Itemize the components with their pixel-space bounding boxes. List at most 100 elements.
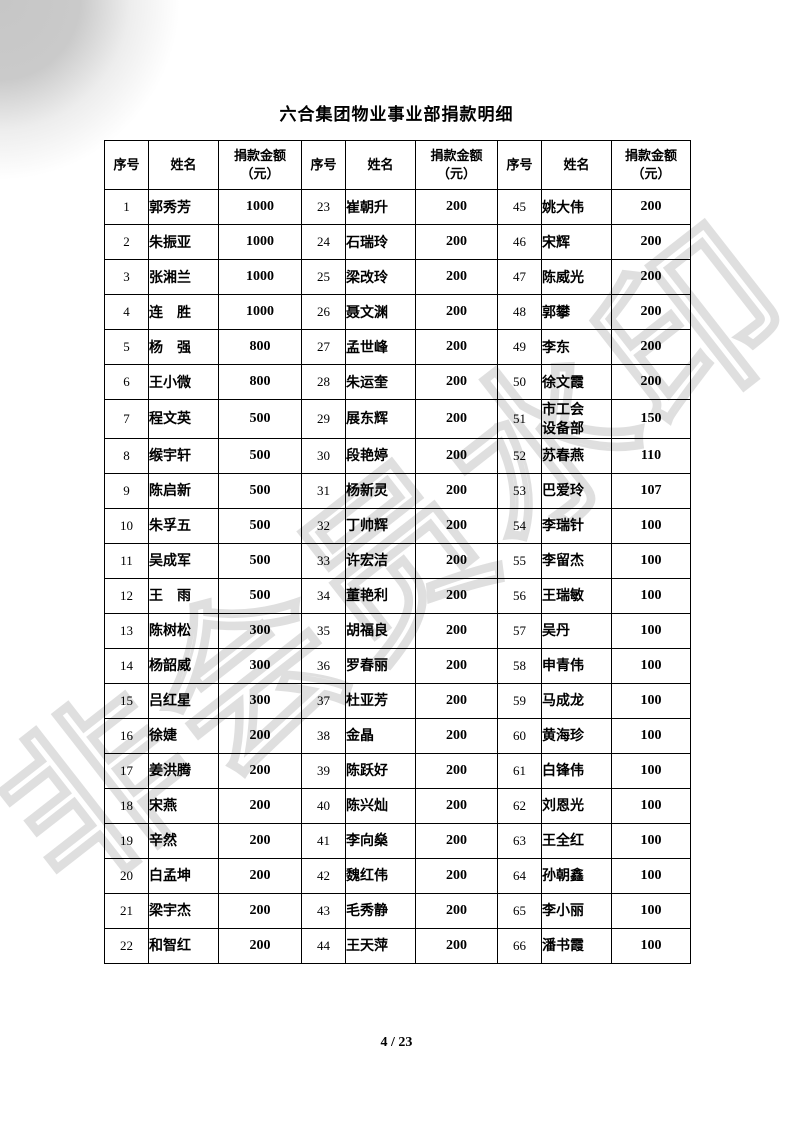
amount-cell: 200 — [415, 752, 498, 789]
seq-cell: 64 — [497, 857, 542, 894]
amount-cell: 800 — [218, 364, 302, 400]
amount-cell: 200 — [611, 329, 691, 365]
name-cell: 杨 强 — [148, 329, 219, 365]
table-row: 10 朱孚五 500 32 丁帅辉 200 54 李瑞针 100 — [104, 507, 691, 544]
seq-cell: 2 — [104, 224, 149, 260]
amount-cell: 200 — [415, 717, 498, 754]
amount-cell: 100 — [611, 857, 691, 894]
amount-cell: 800 — [218, 329, 302, 365]
name-cell: 黄海珍 — [541, 717, 612, 754]
table-row: 20 白孟坤 200 42 魏红伟 200 64 孙朝鑫 100 — [104, 857, 691, 894]
amount-cell: 200 — [415, 329, 498, 365]
seq-cell: 10 — [104, 507, 149, 544]
document-title: 六合集团物业事业部捐款明细 — [279, 105, 514, 124]
table-row: 6 王小微 800 28 朱运奎 200 50 徐文霞 200 — [104, 364, 691, 400]
name-cell: 白锋伟 — [541, 752, 612, 789]
amount-cell: 500 — [218, 577, 302, 614]
amount-cell: 200 — [415, 892, 498, 929]
amount-header-line1: 捐款金额 — [233, 148, 286, 164]
amount-cell: 200 — [611, 259, 691, 295]
amount-cell: 200 — [218, 857, 302, 894]
table-row: 13 陈树松 300 35 胡福良 200 57 吴丹 100 — [104, 612, 691, 649]
amount-cell: 200 — [415, 577, 498, 614]
amount-cell: 100 — [611, 612, 691, 649]
seq-cell: 34 — [301, 577, 346, 614]
amount-cell: 200 — [415, 364, 498, 400]
name-cell: 金晶 — [345, 717, 416, 754]
seq-cell: 50 — [497, 364, 542, 400]
name-header: 姓名 — [148, 140, 219, 190]
amount-cell: 200 — [611, 224, 691, 260]
name-cell: 吴成军 — [148, 542, 219, 579]
table-row: 3 张湘兰 1000 25 梁改玲 200 47 陈威光 200 — [104, 259, 691, 295]
table-row: 14 杨韶威 300 36 罗春丽 200 58 申青伟 100 — [104, 647, 691, 684]
name-cell: 聂文渊 — [345, 294, 416, 330]
seq-cell: 13 — [104, 612, 149, 649]
amount-cell: 200 — [218, 927, 302, 964]
amount-cell: 200 — [415, 612, 498, 649]
name-cell: 杜亚芳 — [345, 682, 416, 719]
name-cell: 孟世峰 — [345, 329, 416, 365]
name-cell: 胡福良 — [345, 612, 416, 649]
seq-cell: 60 — [497, 717, 542, 754]
name-cell: 张湘兰 — [148, 259, 219, 295]
name-cell: 吕红星 — [148, 682, 219, 719]
name-cell: 马成龙 — [541, 682, 612, 719]
table-row: 17 姜洪腾 200 39 陈跃好 200 61 白锋伟 100 — [104, 752, 691, 789]
amount-cell: 200 — [611, 189, 691, 225]
seq-cell: 15 — [104, 682, 149, 719]
amount-cell: 200 — [415, 682, 498, 719]
name-cell: 董艳利 — [345, 577, 416, 614]
seq-cell: 48 — [497, 294, 542, 330]
name-cell: 王天萍 — [345, 927, 416, 964]
seq-cell: 37 — [301, 682, 346, 719]
name-cell: 陈兴灿 — [345, 787, 416, 824]
table-row: 19 辛然 200 41 李向燊 200 63 王全红 100 — [104, 822, 691, 859]
amount-cell: 200 — [415, 507, 498, 544]
name-cell: 郭攀 — [541, 294, 612, 330]
name-cell: 崔朝升 — [345, 189, 416, 225]
page-number: 4 / 23 — [380, 1035, 413, 1050]
amount-cell: 1000 — [218, 189, 302, 225]
table-row: 16 徐婕 200 38 金晶 200 60 黄海珍 100 — [104, 717, 691, 754]
name-cell: 朱孚五 — [148, 507, 219, 544]
name-cell: 丁帅辉 — [345, 507, 416, 544]
seq-cell: 56 — [497, 577, 542, 614]
name-cell: 王全红 — [541, 822, 612, 859]
seq-cell: 65 — [497, 892, 542, 929]
seq-cell: 6 — [104, 364, 149, 400]
seq-cell: 57 — [497, 612, 542, 649]
name-cell: 段艳婷 — [345, 437, 416, 474]
seq-cell: 52 — [497, 437, 542, 474]
amount-cell: 200 — [415, 472, 498, 509]
seq-cell: 30 — [301, 437, 346, 474]
seq-cell: 35 — [301, 612, 346, 649]
seq-cell: 29 — [301, 399, 346, 439]
amount-header-line1: 捐款金额 — [430, 148, 483, 164]
amount-cell: 1000 — [218, 224, 302, 260]
name-cell: 陈威光 — [541, 259, 612, 295]
seq-cell: 46 — [497, 224, 542, 260]
name-cell: 朱运奎 — [345, 364, 416, 400]
seq-cell: 27 — [301, 329, 346, 365]
name-cell: 孙朝鑫 — [541, 857, 612, 894]
name-cell: 梁改玲 — [345, 259, 416, 295]
seq-cell: 7 — [104, 399, 149, 439]
amount-cell: 500 — [218, 399, 302, 439]
amount-cell: 200 — [415, 787, 498, 824]
name-cell: 陈启新 — [148, 472, 219, 509]
name-cell: 缑宇轩 — [148, 437, 219, 474]
name-cell: 杨韶威 — [148, 647, 219, 684]
name-cell: 连 胜 — [148, 294, 219, 330]
name-cell: 毛秀静 — [345, 892, 416, 929]
name-cell: 姜洪腾 — [148, 752, 219, 789]
seq-cell: 24 — [301, 224, 346, 260]
seq-cell: 31 — [301, 472, 346, 509]
amount-header-line2: （元） — [631, 166, 671, 181]
amount-cell: 300 — [218, 682, 302, 719]
amount-cell: 1000 — [218, 259, 302, 295]
amount-cell: 200 — [415, 857, 498, 894]
seq-cell: 16 — [104, 717, 149, 754]
name-cell: 李向燊 — [345, 822, 416, 859]
amount-cell: 500 — [218, 472, 302, 509]
